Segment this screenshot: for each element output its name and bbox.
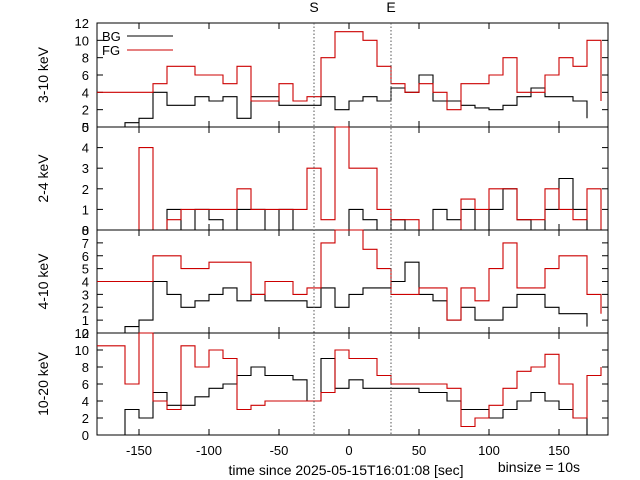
legend-label-fg: FG <box>102 43 120 58</box>
x-axis: -150 -100 -50 0 50 100 150 <box>126 443 570 458</box>
y-tick-label: 8 <box>82 360 89 375</box>
y-tick-label: 1 <box>82 202 89 217</box>
y-tick-label: 10 <box>75 33 89 48</box>
marker-label-s: S <box>309 0 318 15</box>
x-tick-label: 0 <box>345 443 352 458</box>
series-fg-line <box>97 332 602 428</box>
y-tick-label: 2 <box>82 182 89 197</box>
y-tick-label: 7 <box>82 236 89 251</box>
y-tick-label: 6 <box>82 249 89 264</box>
x-tick-label: 50 <box>412 443 426 458</box>
series-fg-line <box>97 31 602 111</box>
x-tick-label: -50 <box>270 443 289 458</box>
y-tick-label: 4 <box>82 394 89 409</box>
y-tick-label: 4 <box>82 85 89 100</box>
y-tick-label: 12 <box>75 326 89 341</box>
x-tick-label: 150 <box>548 443 570 458</box>
y-tick-label: 10 <box>75 343 89 358</box>
y-axis-label: 3-10 keV <box>35 46 51 103</box>
y-tick-label: 4 <box>82 275 89 290</box>
y-axis-label: 4-10 keV <box>35 253 51 310</box>
y-tick-label: 0 <box>82 223 89 238</box>
legend-label-bg: BG <box>102 29 121 44</box>
marker-label-e: E <box>386 0 395 15</box>
series-bg-line <box>111 261 588 334</box>
y-tick-label: 6 <box>82 377 89 392</box>
y-tick-label: 1 <box>82 313 89 328</box>
y-tick-label: 3 <box>82 287 89 302</box>
y-axis-label: 10-20 keV <box>35 351 51 415</box>
series-bg-line <box>111 357 588 436</box>
y-tick-label: 0 <box>82 326 89 341</box>
x-tick-label: -100 <box>196 443 222 458</box>
panel-4: 0 2 4 6 8 10 12 10-20 keV <box>35 326 609 443</box>
series-fg-line <box>125 126 602 231</box>
y-tick-label: 6 <box>82 68 89 83</box>
y-tick-label: 3 <box>82 161 89 176</box>
x-tick-label: 100 <box>478 443 500 458</box>
y-axis-label: 2-4 keV <box>35 154 51 203</box>
binsize-label: binsize = 10s <box>498 459 580 475</box>
y-tick-label: 5 <box>82 120 89 135</box>
y-tick-label: 0 <box>82 428 89 443</box>
y-tick-label: 2 <box>82 411 89 426</box>
x-axis-title: time since 2025-05-15T16:01:08 [sec] <box>228 462 463 478</box>
y-tick-label: 2 <box>82 103 89 118</box>
y-tick-label: 8 <box>82 223 89 238</box>
y-tick-label: 0 <box>82 120 89 135</box>
y-tick-label: 8 <box>82 51 89 66</box>
series-bg-line <box>111 74 588 128</box>
y-tick-label: 12 <box>75 16 89 31</box>
y-tick-label: 4 <box>82 141 89 156</box>
series-fg-line <box>97 229 602 321</box>
y-tick-label: 5 <box>82 262 89 277</box>
y-tick-label: 2 <box>82 300 89 315</box>
x-tick-label: -150 <box>126 443 152 458</box>
